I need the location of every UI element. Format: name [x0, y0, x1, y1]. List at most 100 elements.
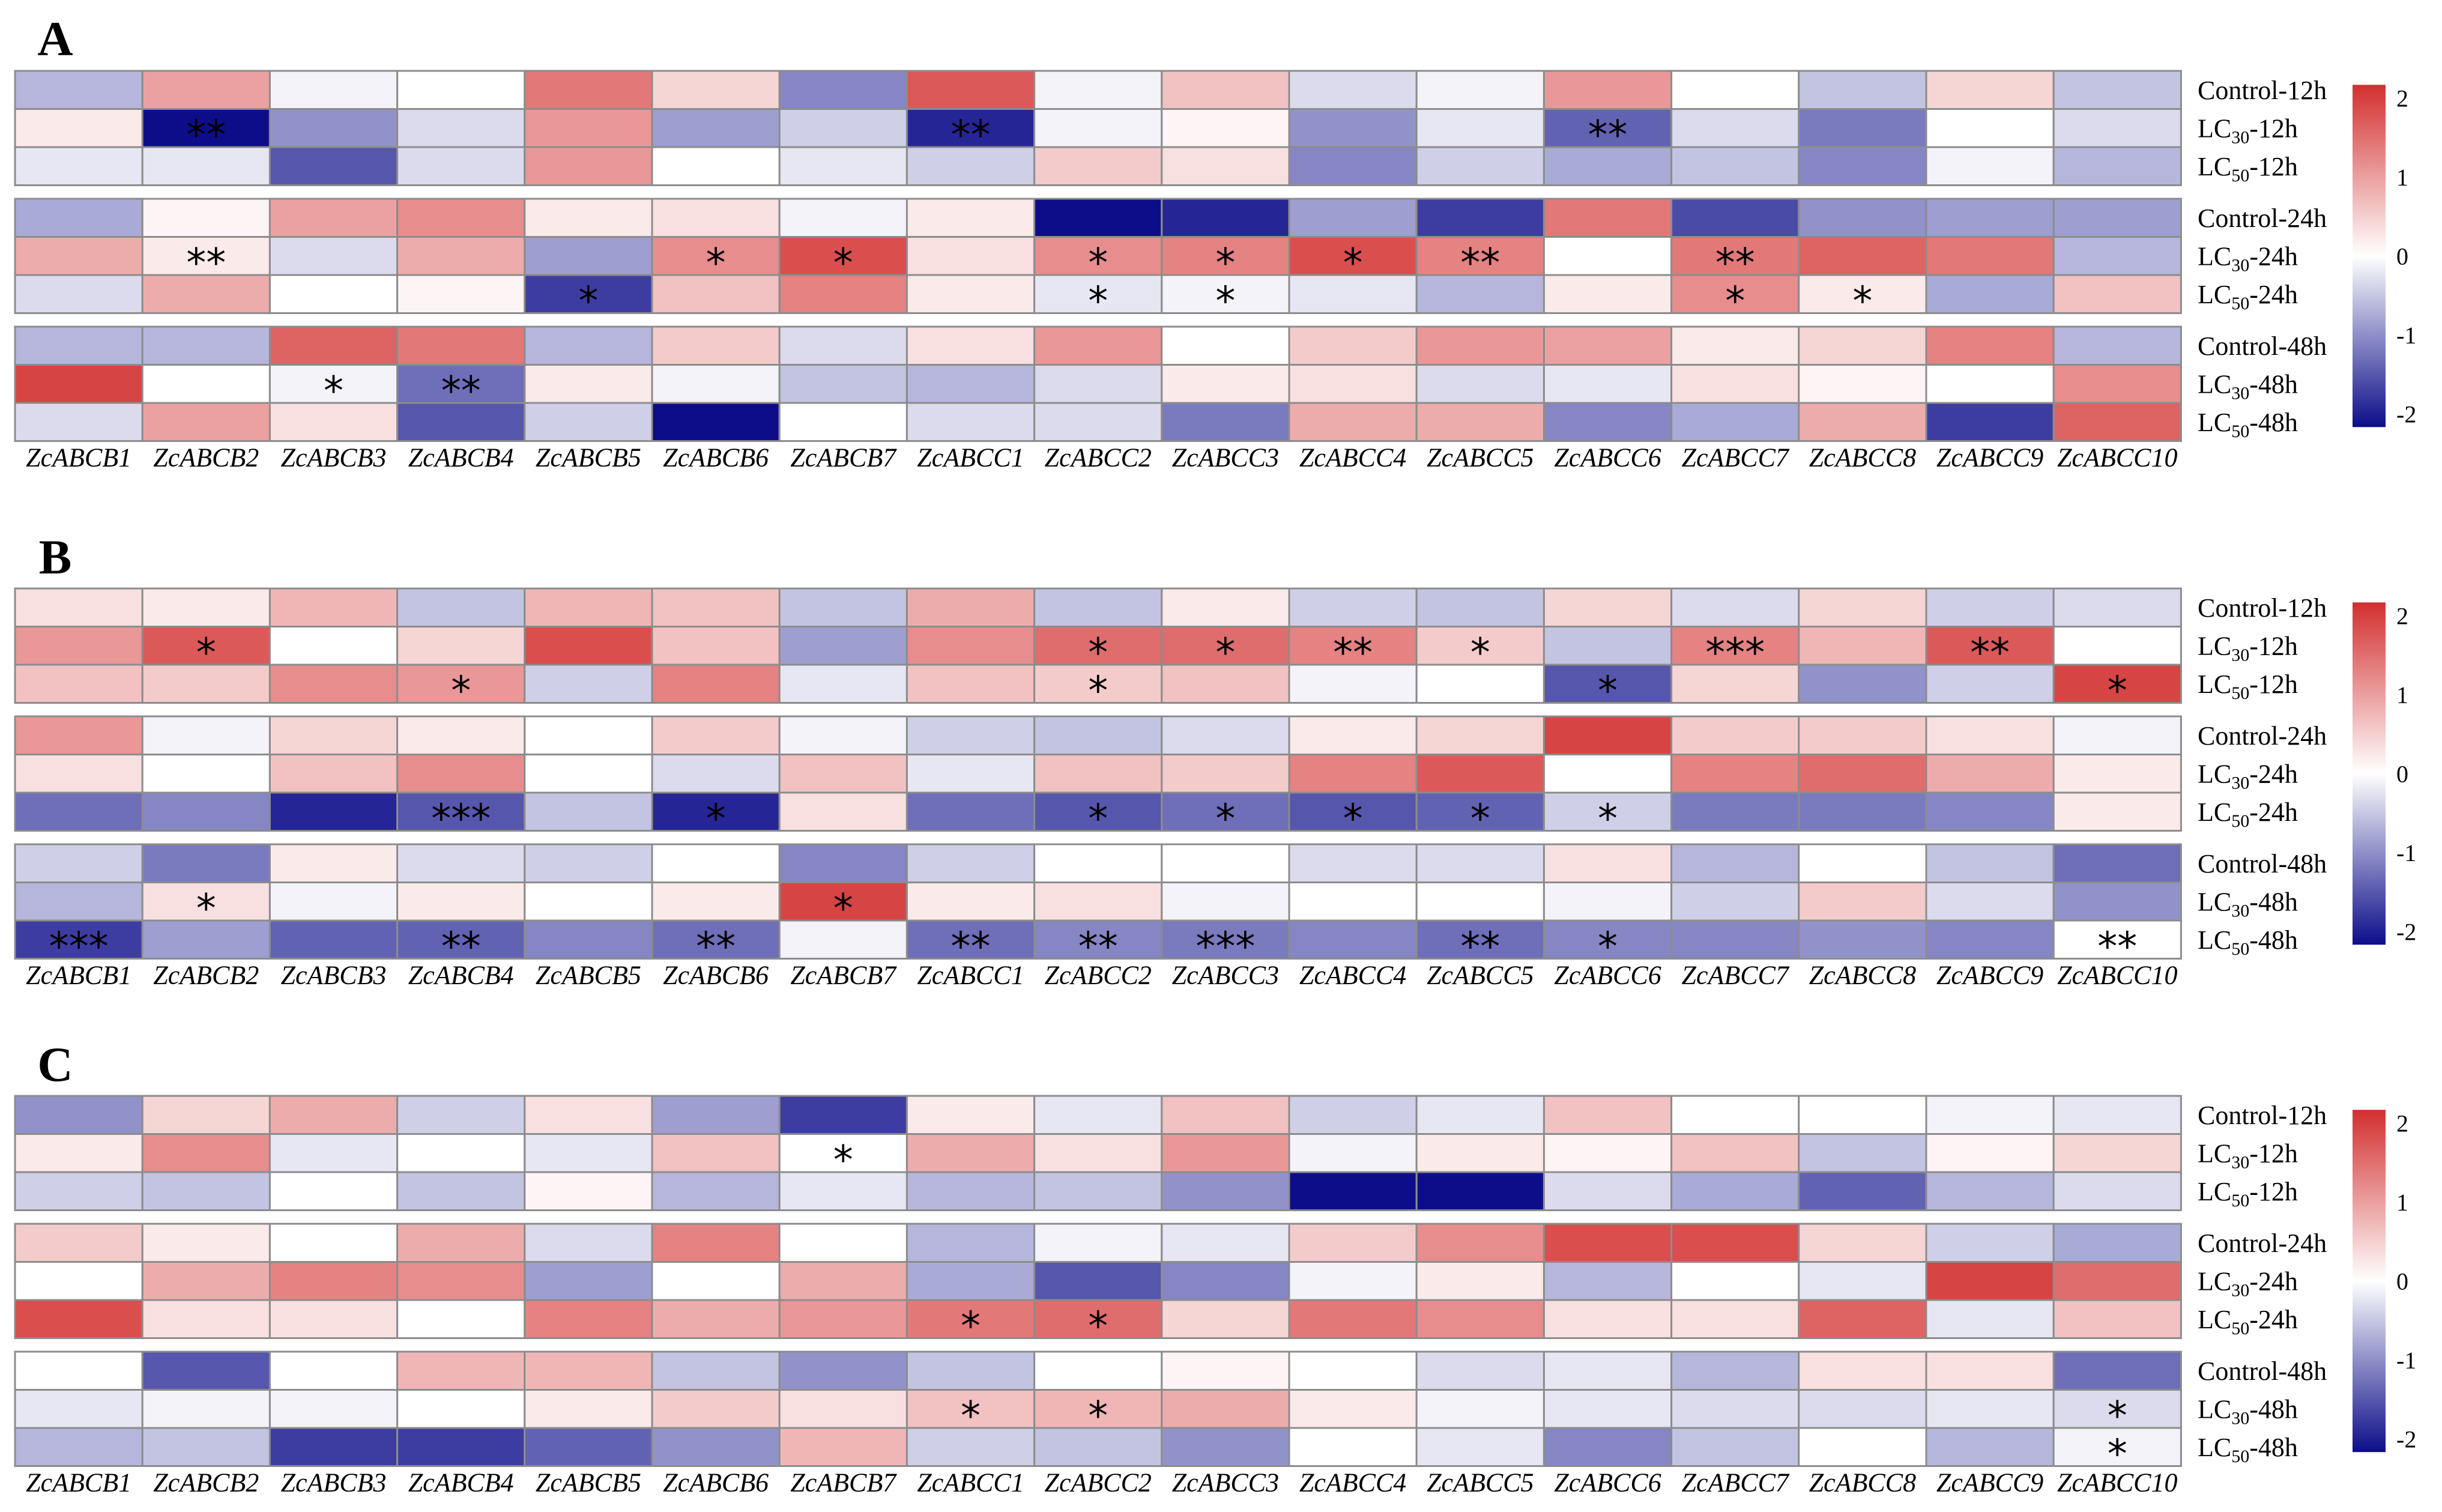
heatmap-cell [651, 1389, 781, 1429]
heatmap-cell [524, 1427, 653, 1467]
heatmap-cell [396, 919, 526, 960]
heatmap-cell [2052, 364, 2182, 404]
heatmap-cell [1288, 1171, 1418, 1211]
heatmap-cell [1288, 108, 1418, 148]
heatmap-cell [1670, 402, 1800, 442]
heatmap-cell [2052, 402, 2182, 442]
heatmap-cell [1415, 754, 1545, 794]
significance-mark: * [451, 668, 471, 714]
heatmap-cell [651, 146, 781, 186]
heatmap-cell [1798, 587, 1927, 627]
heatmap-cell [524, 1223, 653, 1263]
heatmap-cell [778, 1389, 908, 1429]
heatmap-cell [905, 715, 1036, 755]
heatmap-cell [1288, 274, 1418, 314]
heatmap-cell [1415, 198, 1545, 238]
heatmap-cell [2052, 1427, 2182, 1467]
heatmap-cell [778, 626, 908, 666]
heatmap-cell [1288, 1299, 1418, 1339]
heatmap-cell [1543, 1261, 1673, 1301]
heatmap-cell [778, 1261, 908, 1301]
heatmap-cell [2052, 754, 2182, 794]
heatmap-cell [1288, 881, 1418, 922]
heatmap-cell [651, 364, 781, 404]
heatmap-cell [651, 626, 781, 666]
heatmap-cell [651, 274, 781, 314]
heatmap-panel-C: C Control-12h * LC30-12h LC50-12h Control-24h… [14, 1037, 2416, 1498]
row-label: LC50-48h [2198, 1433, 2298, 1466]
heatmap-cell [396, 364, 526, 404]
heatmap-cell [1670, 325, 1800, 366]
heatmap-cell [1288, 587, 1418, 627]
heatmap-cell [905, 1261, 1036, 1301]
column-label: ZcABCB7 [790, 961, 897, 990]
heatmap-cell [651, 402, 781, 442]
heatmap-cell [1161, 1427, 1290, 1467]
heatmap-cell [1798, 664, 1927, 704]
heatmap-cell [14, 146, 144, 186]
heatmap-cell [14, 843, 144, 883]
heatmap-cell [2052, 146, 2182, 186]
heatmap-cell [1415, 1427, 1545, 1467]
heatmap-cell [1415, 1350, 1545, 1391]
heatmap-cell [524, 1350, 653, 1391]
color-scale-tick: -2 [2396, 1426, 2416, 1453]
heatmap-cell [1925, 402, 2055, 442]
heatmap-cell [778, 274, 908, 314]
heatmap-cell [1415, 664, 1545, 704]
heatmap-cell [396, 1299, 526, 1339]
heatmap-cell [141, 919, 271, 960]
heatmap-cell [1798, 1427, 1927, 1467]
heatmap-cell [268, 715, 399, 755]
column-label: ZcABCB6 [663, 961, 769, 990]
heatmap-cell [1670, 364, 1800, 404]
heatmap-cell [1798, 626, 1927, 666]
row-label: Control-24h [2198, 204, 2327, 233]
heatmap-cell [1670, 1427, 1800, 1467]
heatmap-cell [141, 881, 271, 922]
significance-mark: * [1088, 278, 1108, 324]
panel-label: A [37, 11, 73, 66]
significance-mark: ** [2097, 924, 2137, 970]
column-label: ZcABCC3 [1172, 443, 1279, 473]
heatmap-cell [2052, 587, 2182, 627]
heatmap-cell [2052, 108, 2182, 148]
heatmap-cell [1288, 754, 1418, 794]
heatmap-cell [524, 587, 653, 627]
column-label: ZcABCB3 [281, 1468, 387, 1498]
heatmap-cell [524, 1299, 653, 1339]
significance-mark: * [2108, 1431, 2127, 1477]
row-label: LC50-12h [2198, 670, 2298, 703]
heatmap-cell [2052, 198, 2182, 238]
heatmap-cell [141, 1223, 271, 1263]
significance-mark: *** [1195, 924, 1255, 970]
heatmap-cell [1161, 1389, 1290, 1429]
heatmap-cell [1670, 1133, 1800, 1173]
heatmap-cell [2052, 1095, 2182, 1135]
heatmap-cell [1543, 236, 1673, 276]
heatmap-cell [141, 108, 271, 148]
heatmap-cell [14, 791, 144, 832]
heatmap-cell [651, 791, 781, 832]
heatmap-cell [14, 1389, 144, 1429]
row-label: Control-48h [2198, 331, 2327, 361]
heatmap-cell [1670, 1171, 1800, 1211]
heatmap-cell [1161, 198, 1290, 238]
heatmap-cell [1543, 1389, 1673, 1429]
heatmap-cell [396, 1133, 526, 1173]
heatmap-cell [1415, 1133, 1545, 1173]
heatmap-cell [905, 1223, 1036, 1263]
heatmap-cell [1798, 402, 1927, 442]
heatmap-cell [1925, 1299, 2055, 1339]
heatmap-cell [651, 1427, 781, 1467]
heatmap-cell [1543, 325, 1673, 366]
heatmap-cell [268, 364, 399, 404]
heatmap-cell [396, 791, 526, 832]
heatmap-cell [1543, 919, 1673, 960]
heatmap-cell [14, 1133, 144, 1173]
heatmap-cell [14, 1095, 144, 1135]
heatmap-cell [1288, 791, 1418, 832]
heatmap-cell [524, 146, 653, 186]
color-scale-bar [2353, 1110, 2386, 1453]
heatmap-cell [1925, 1223, 2055, 1263]
